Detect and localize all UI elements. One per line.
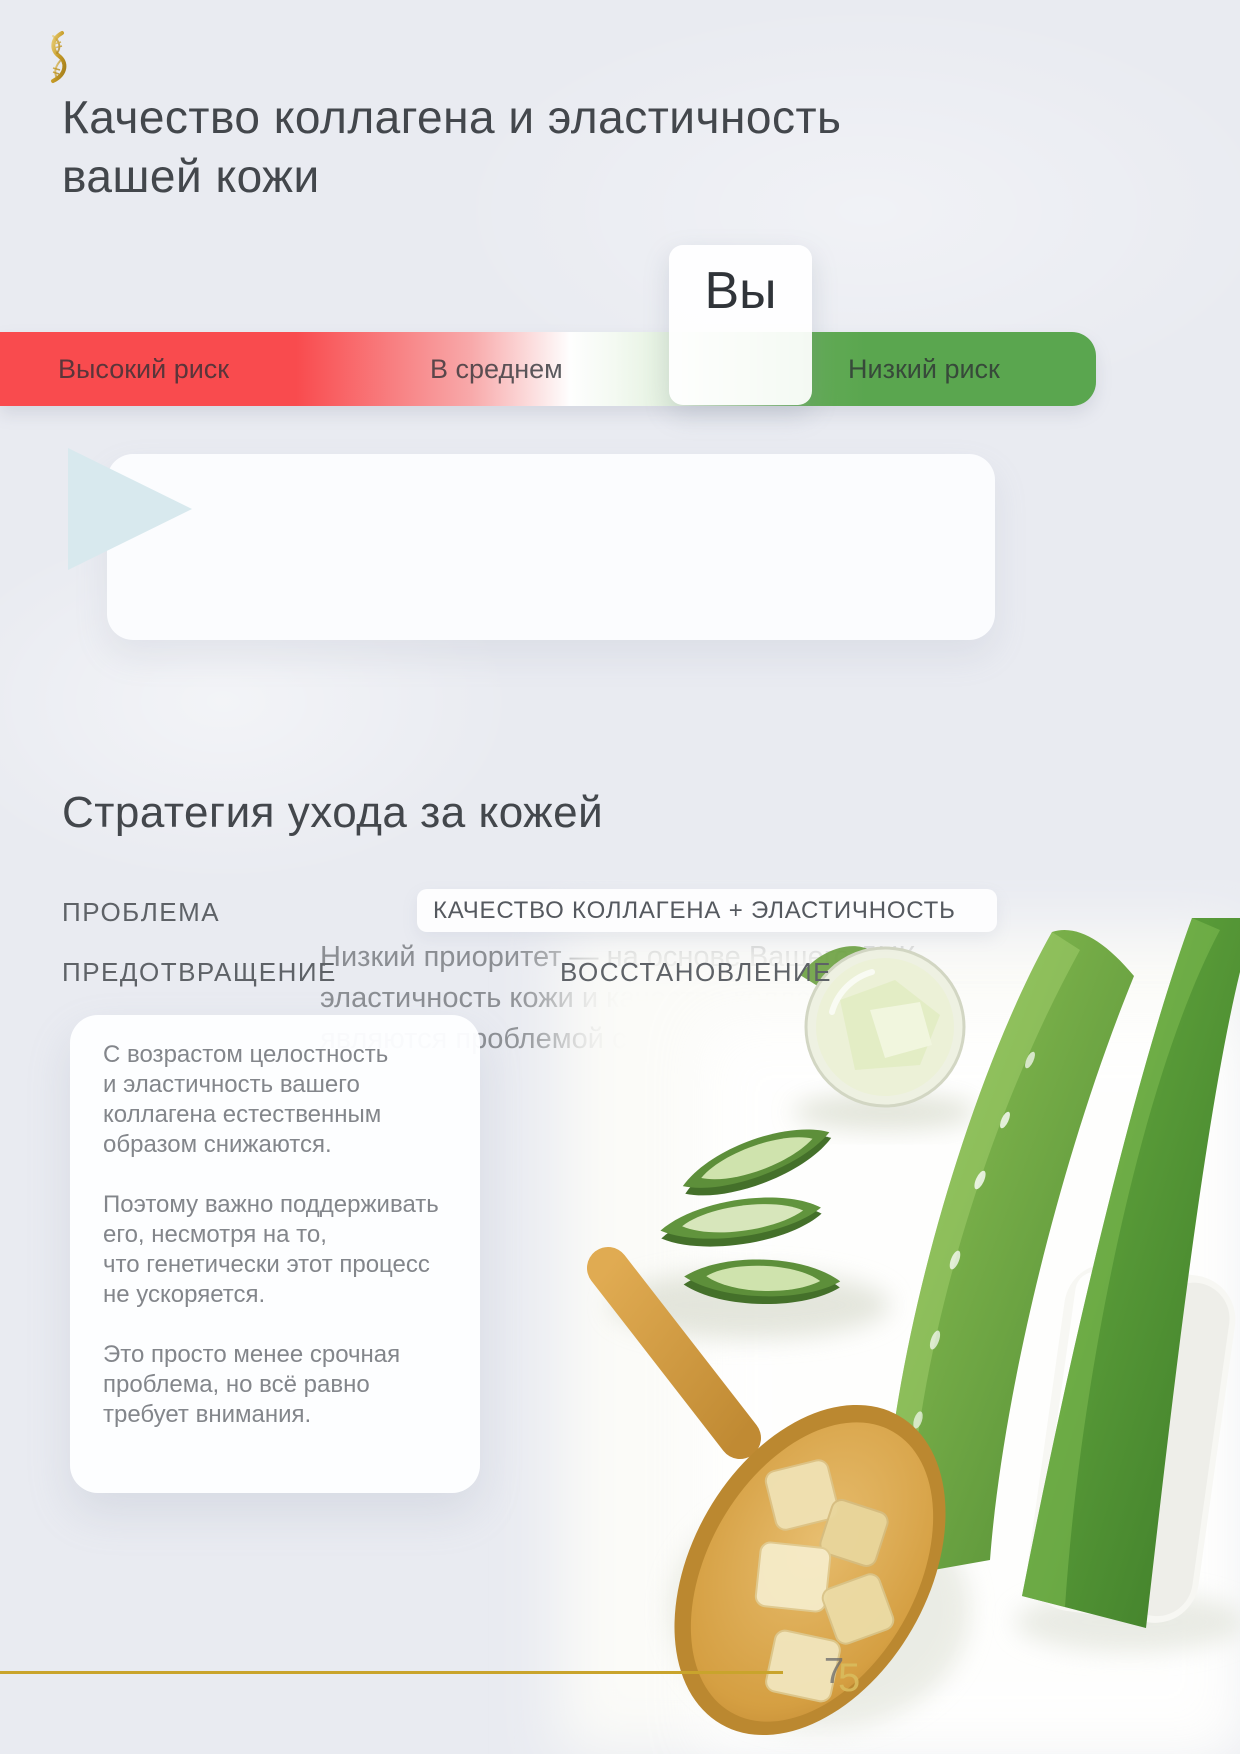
aloe-leaf-slices [660,1129,841,1304]
aloe-leaf-smooth [1022,918,1240,1628]
risk-gradient-bar: Высокий риск В среднем Низкий риск [0,332,1096,406]
you-marker-label: Вы [704,262,777,320]
aloe-photo-illustration [560,918,1240,1754]
risk-label-average: В среднем [430,354,563,384]
page-number-digit: 7 [824,1650,845,1691]
strategy-text-card: С возрастом целостность и эластичность в… [70,1015,480,1493]
label-problem: ПРОБЛЕМА [62,897,221,927]
page-number-digit: 5 [838,1656,861,1700]
strategy-paragraph: Это просто менее срочная проблема, но вс… [103,1341,401,1428]
page-number: 75 [824,1648,866,1700]
you-position-marker: Вы [669,245,812,405]
priority-callout-card: Низкий приоритет — на основе Вашего ДНК,… [107,454,995,1055]
gold-divider-line [0,1671,783,1674]
strategy-paragraph: Поэтому важно поддерживать его, несмотря… [103,1191,439,1308]
strategy-paragraph: С возрастом целостность и эластичность в… [103,1041,389,1158]
risk-label-high: Высокий риск [58,354,230,384]
label-prevention: ПРЕДОТВРАЩЕНИЕ [62,957,337,987]
page-title: Качество коллагена и эластичность вашей … [62,91,842,202]
dna-helix-icon [51,31,67,83]
wooden-spoon [587,1247,946,1736]
section-title: Стратегия ухода за кожей [62,788,604,837]
label-restoration: ВОССТАНОВЛЕНИЕ [560,957,833,987]
problem-value-pill: КАЧЕСТВО КОЛЛАГЕНА + ЭЛАСТИЧНОСТЬ [417,889,997,932]
problem-value-text: КАЧЕСТВО КОЛЛАГЕНА + ЭЛАСТИЧНОСТЬ [433,897,956,924]
glass-cup-with-aloe-gel [800,946,966,1108]
risk-label-low: Низкий риск [848,354,1000,384]
aloe-gel-cubes [754,1459,895,1703]
